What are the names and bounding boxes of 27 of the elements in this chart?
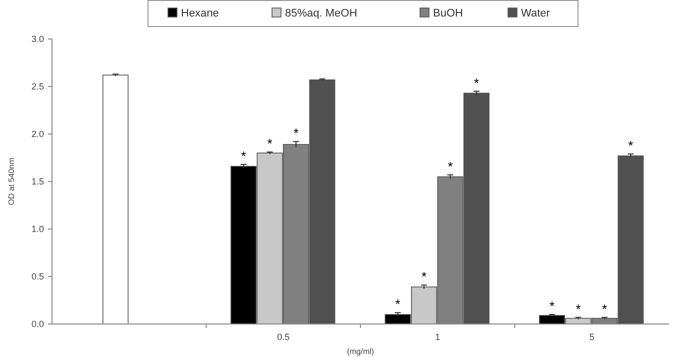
data-label: * [474,75,479,90]
text: 3.0 [31,34,44,44]
data-label: * [628,138,634,153]
data-label: * [448,158,453,174]
y-tick-label: 2.5 [31,82,44,92]
text: 2.0 [31,129,44,140]
data-label: * [576,301,581,316]
data-label: * [421,269,427,284]
y-axis-title: OD at 540nm [7,157,16,206]
data-label: * [395,296,400,312]
text: 1.0 [31,224,44,234]
legend-label: Hexane [181,8,219,20]
text: 0.0 [31,319,44,330]
legend-label: 85%aq. MeOH [285,8,358,20]
x-axis-title: (mg/ml) [346,347,374,356]
y-tick-label: 0.5 [31,272,44,282]
data-label: * [602,301,608,316]
data-label: * [550,298,555,314]
x-tick-label: 1 [435,332,440,342]
x-tick-label: 0.5 [277,332,290,342]
data-label: * [241,148,246,164]
data-label: * [293,126,299,141]
legend-label: Water [521,8,550,20]
legend-label: BuOH [433,8,464,20]
y-tick-label: 1.5 [31,176,44,187]
data-label: * [267,136,272,152]
x-tick-label: 5 [589,332,594,342]
